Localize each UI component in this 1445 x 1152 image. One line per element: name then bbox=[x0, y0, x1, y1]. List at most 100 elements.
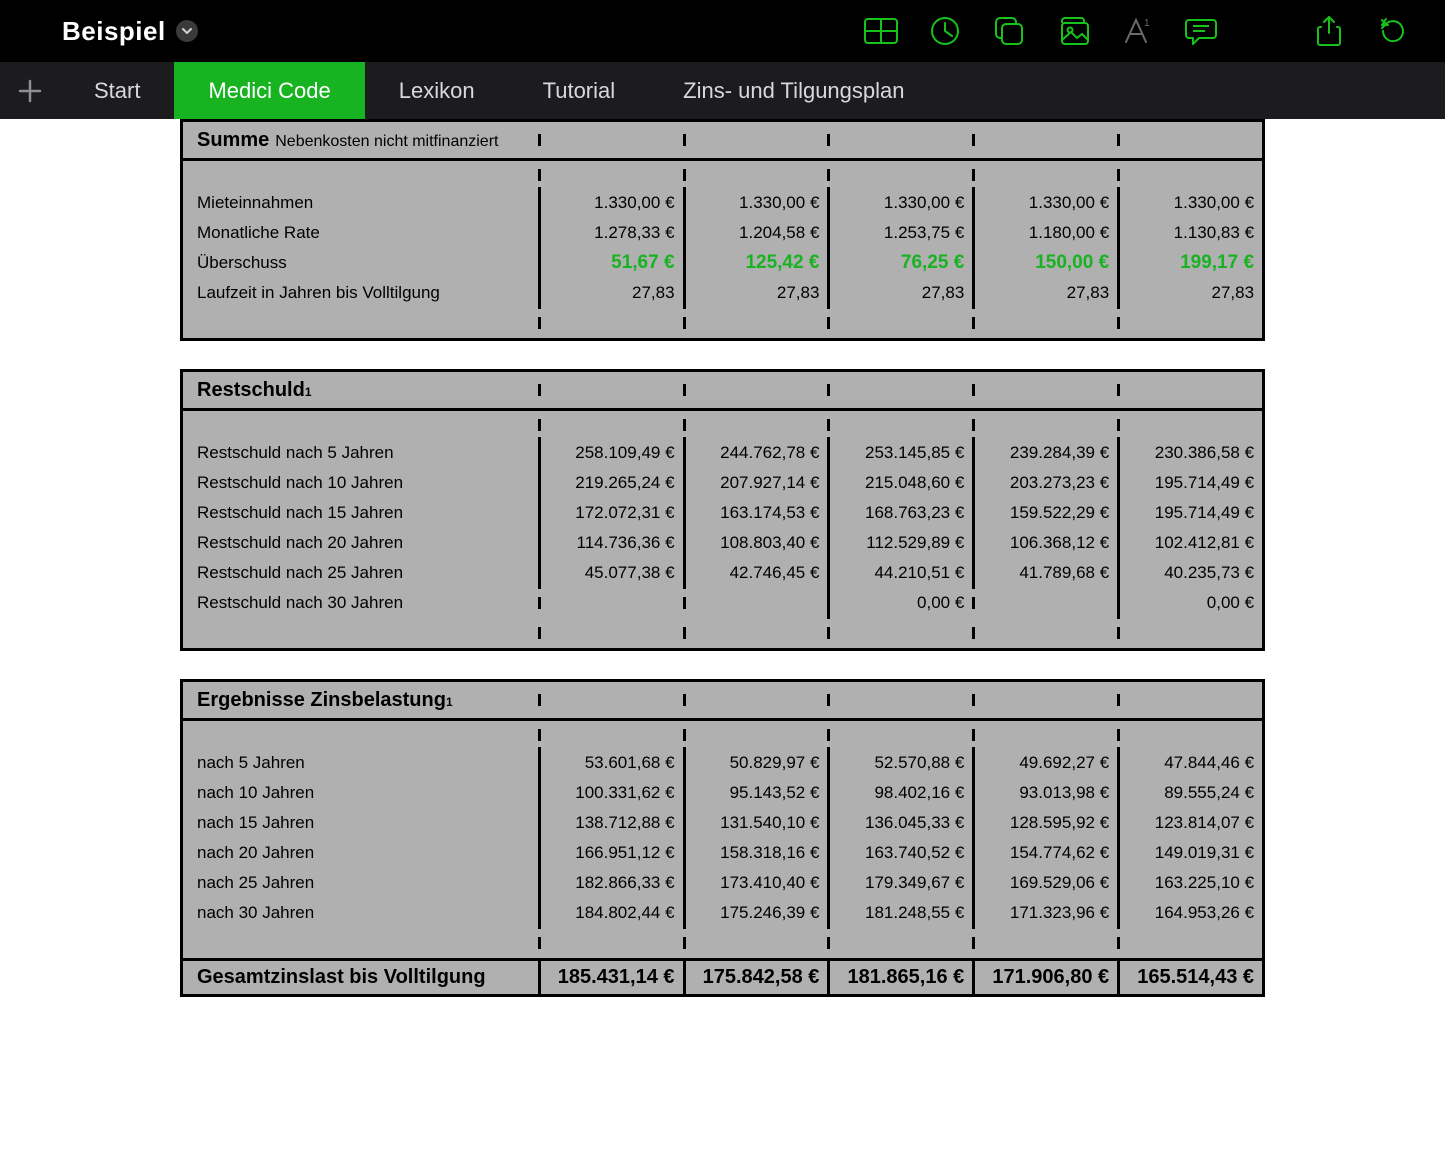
cell-value[interactable]: 1.330,00 € bbox=[827, 187, 972, 219]
cell-value[interactable]: 27,83 bbox=[683, 277, 828, 309]
cell-value[interactable]: 1.278,33 € bbox=[538, 217, 683, 249]
add-tab-button[interactable] bbox=[0, 62, 60, 119]
cell-value[interactable]: 175.246,39 € bbox=[683, 897, 828, 929]
tab-tutorial[interactable]: Tutorial bbox=[509, 62, 650, 119]
cell-value[interactable]: 123.814,07 € bbox=[1117, 807, 1262, 839]
cell-value[interactable]: 41.789,68 € bbox=[972, 557, 1117, 589]
table-icon[interactable] bbox=[849, 0, 913, 62]
cell-value[interactable]: 199,17 € bbox=[1117, 246, 1262, 280]
font-icon[interactable]: 1 bbox=[1105, 0, 1169, 62]
cell-value[interactable]: 1.330,00 € bbox=[972, 187, 1117, 219]
cell-value[interactable]: 138.712,88 € bbox=[538, 807, 683, 839]
cell-value[interactable]: 173.410,40 € bbox=[683, 867, 828, 899]
cell-value[interactable]: 128.595,92 € bbox=[972, 807, 1117, 839]
cell-value[interactable]: 27,83 bbox=[1117, 277, 1262, 309]
cell-value[interactable]: 108.803,40 € bbox=[683, 527, 828, 559]
document-title[interactable]: Beispiel bbox=[62, 16, 166, 47]
cell-value[interactable]: 1.253,75 € bbox=[827, 217, 972, 249]
comment-icon[interactable] bbox=[1169, 0, 1233, 62]
tab-zinsplan[interactable]: Zins- und Tilgungsplan bbox=[649, 62, 938, 119]
cell-value[interactable]: 131.540,10 € bbox=[683, 807, 828, 839]
cell-value[interactable]: 89.555,24 € bbox=[1117, 777, 1262, 809]
footer-value[interactable]: 181.865,16 € bbox=[827, 960, 972, 995]
cell-value[interactable]: 163.174,53 € bbox=[683, 497, 828, 529]
cell-value[interactable]: 27,83 bbox=[972, 277, 1117, 309]
cell-value[interactable]: 158.318,16 € bbox=[683, 837, 828, 869]
cell-value[interactable]: 1.330,00 € bbox=[1117, 187, 1262, 219]
cell-value[interactable]: 172.072,31 € bbox=[538, 497, 683, 529]
cell-value[interactable]: 207.927,14 € bbox=[683, 467, 828, 499]
image-icon[interactable] bbox=[1041, 0, 1105, 62]
cell-value[interactable]: 195.714,49 € bbox=[1117, 467, 1262, 499]
cell-value[interactable]: 181.248,55 € bbox=[827, 897, 972, 929]
cell-value[interactable]: 258.109,49 € bbox=[538, 437, 683, 469]
cell-value[interactable]: 114.736,36 € bbox=[538, 527, 683, 559]
footer-value[interactable]: 171.906,80 € bbox=[972, 960, 1117, 995]
cell-value[interactable] bbox=[538, 597, 683, 609]
cell-value[interactable]: 27,83 bbox=[538, 277, 683, 309]
cell-value[interactable]: 44.210,51 € bbox=[827, 557, 972, 589]
cell-value[interactable]: 1.180,00 € bbox=[972, 217, 1117, 249]
cell-value[interactable]: 1.130,83 € bbox=[1117, 217, 1262, 249]
cell-value[interactable]: 184.802,44 € bbox=[538, 897, 683, 929]
cell-value[interactable] bbox=[972, 597, 1117, 609]
cell-value[interactable]: 40.235,73 € bbox=[1117, 557, 1262, 589]
clock-icon[interactable] bbox=[913, 0, 977, 62]
tab-medici[interactable]: Medici Code bbox=[174, 62, 364, 119]
cell-value[interactable]: 0,00 € bbox=[1117, 587, 1262, 619]
cell-value[interactable]: 253.145,85 € bbox=[827, 437, 972, 469]
cell-value[interactable]: 230.386,58 € bbox=[1117, 437, 1262, 469]
cell-value[interactable]: 49.692,27 € bbox=[972, 747, 1117, 779]
cell-value[interactable]: 27,83 bbox=[827, 277, 972, 309]
cell-value[interactable]: 93.013,98 € bbox=[972, 777, 1117, 809]
cell-value[interactable]: 195.714,49 € bbox=[1117, 497, 1262, 529]
cell-value[interactable]: 171.323,96 € bbox=[972, 897, 1117, 929]
cell-value[interactable]: 163.740,52 € bbox=[827, 837, 972, 869]
cell-value[interactable]: 0,00 € bbox=[827, 587, 972, 619]
cell-value[interactable]: 149.019,31 € bbox=[1117, 837, 1262, 869]
cell-value[interactable]: 100.331,62 € bbox=[538, 777, 683, 809]
cell-value[interactable]: 51,67 € bbox=[538, 246, 683, 280]
cell-value[interactable]: 182.866,33 € bbox=[538, 867, 683, 899]
cell-value[interactable]: 169.529,06 € bbox=[972, 867, 1117, 899]
title-dropdown[interactable] bbox=[176, 20, 198, 42]
cell-value[interactable]: 47.844,46 € bbox=[1117, 747, 1262, 779]
cell-value[interactable]: 53.601,68 € bbox=[538, 747, 683, 779]
cell-value[interactable]: 136.045,33 € bbox=[827, 807, 972, 839]
tab-start[interactable]: Start bbox=[60, 62, 174, 119]
spreadsheet[interactable]: Summe Nebenkosten nicht mitfinanziert Mi… bbox=[180, 119, 1265, 997]
back-button[interactable] bbox=[20, 14, 38, 49]
undo-icon[interactable] bbox=[1361, 0, 1425, 62]
cell-value[interactable]: 42.746,45 € bbox=[683, 557, 828, 589]
cell-value[interactable]: 244.762,78 € bbox=[683, 437, 828, 469]
cell-value[interactable]: 1.330,00 € bbox=[538, 187, 683, 219]
cell-value[interactable]: 168.763,23 € bbox=[827, 497, 972, 529]
share-icon[interactable] bbox=[1297, 0, 1361, 62]
cell-value[interactable]: 215.048,60 € bbox=[827, 467, 972, 499]
copy-icon[interactable] bbox=[977, 0, 1041, 62]
cell-value[interactable]: 154.774,62 € bbox=[972, 837, 1117, 869]
cell-value[interactable]: 1.330,00 € bbox=[683, 187, 828, 219]
cell-value[interactable]: 163.225,10 € bbox=[1117, 867, 1262, 899]
cell-value[interactable]: 164.953,26 € bbox=[1117, 897, 1262, 929]
cell-value[interactable]: 45.077,38 € bbox=[538, 557, 683, 589]
cell-value[interactable]: 106.368,12 € bbox=[972, 527, 1117, 559]
cell-value[interactable]: 98.402,16 € bbox=[827, 777, 972, 809]
cell-value[interactable]: 203.273,23 € bbox=[972, 467, 1117, 499]
cell-value[interactable]: 95.143,52 € bbox=[683, 777, 828, 809]
footer-value[interactable]: 175.842,58 € bbox=[683, 960, 828, 995]
cell-value[interactable]: 166.951,12 € bbox=[538, 837, 683, 869]
cell-value[interactable]: 219.265,24 € bbox=[538, 467, 683, 499]
footer-value[interactable]: 165.514,43 € bbox=[1117, 960, 1262, 995]
cell-value[interactable]: 102.412,81 € bbox=[1117, 527, 1262, 559]
cell-value[interactable]: 112.529,89 € bbox=[827, 527, 972, 559]
cell-value[interactable]: 239.284,39 € bbox=[972, 437, 1117, 469]
cell-value[interactable]: 159.522,29 € bbox=[972, 497, 1117, 529]
cell-value[interactable]: 179.349,67 € bbox=[827, 867, 972, 899]
footer-value[interactable]: 185.431,14 € bbox=[538, 960, 683, 995]
cell-value[interactable]: 150,00 € bbox=[972, 246, 1117, 280]
cell-value[interactable]: 1.204,58 € bbox=[683, 217, 828, 249]
cell-value[interactable]: 50.829,97 € bbox=[683, 747, 828, 779]
cell-value[interactable]: 76,25 € bbox=[827, 246, 972, 280]
cell-value[interactable]: 125,42 € bbox=[683, 246, 828, 280]
